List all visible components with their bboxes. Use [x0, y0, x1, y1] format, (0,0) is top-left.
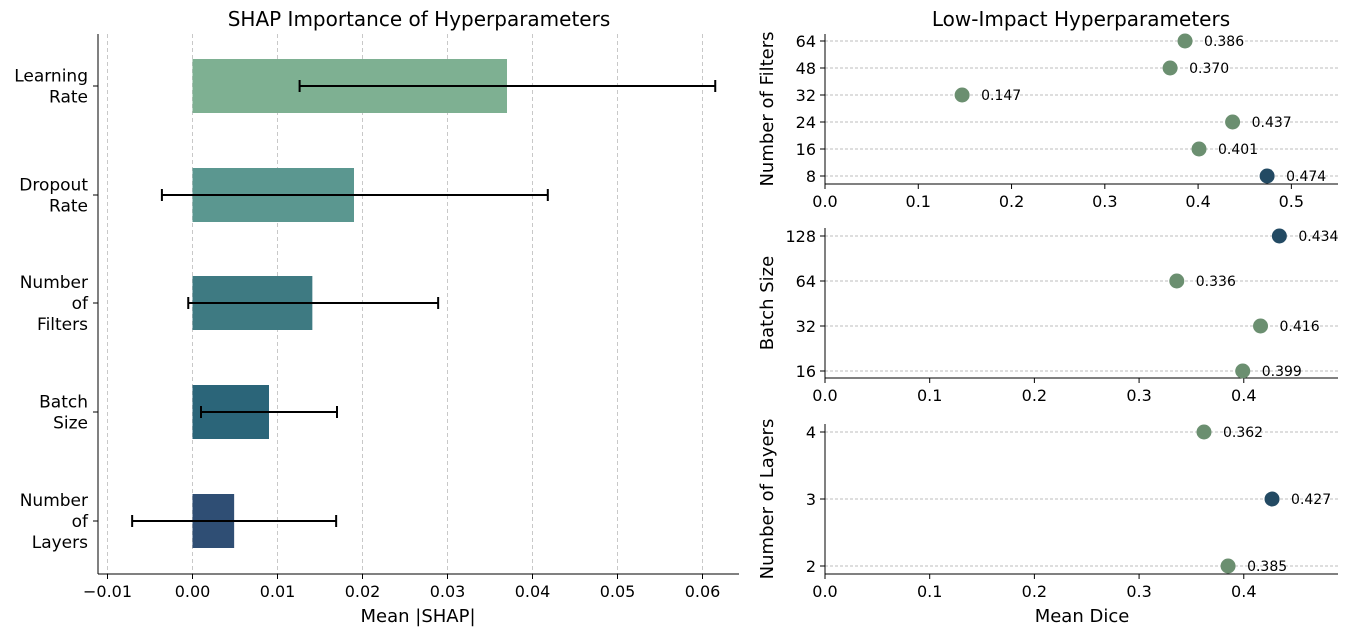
dice-y-tick-label: 4 — [806, 423, 816, 442]
dice-point — [1235, 363, 1251, 379]
dice-x-tick-label: 0.2 — [1022, 582, 1047, 601]
dice-x-tick-label: 0.3 — [1126, 386, 1151, 405]
dice-point — [954, 87, 970, 103]
dice-y-tick-label: 24 — [796, 113, 816, 132]
low-impact-charts: Low-Impact Hyperparameters 816243248640.… — [757, 7, 1339, 627]
dice-value-label: 0.416 — [1280, 319, 1320, 335]
dice-y-tick-label: 32 — [796, 317, 816, 336]
dice-value-label: 0.401 — [1218, 142, 1258, 158]
shap-category-label: Batch Size — [39, 393, 88, 434]
dice-point — [1177, 33, 1193, 49]
dice-y-tick-label: 32 — [796, 86, 816, 105]
dice-value-label: 0.362 — [1223, 425, 1263, 441]
dice-value-label: 0.336 — [1196, 274, 1236, 290]
dice-value-label: 0.386 — [1204, 34, 1244, 50]
shap-x-tick-label: 0.01 — [260, 582, 296, 601]
shap-chart-title: SHAP Importance of Hyperparameters — [228, 7, 611, 31]
shap-x-tick-label: −0.01 — [83, 582, 132, 601]
low-impact-title: Low-Impact Hyperparameters — [932, 7, 1230, 31]
dice-x-tick-label: 0.4 — [1231, 582, 1256, 601]
dice-point — [1253, 318, 1269, 334]
dice-y-tick-label: 2 — [806, 557, 816, 576]
dice-point — [1264, 491, 1280, 507]
dice-point — [1271, 228, 1287, 244]
shap-x-tick-label: 0.05 — [600, 582, 636, 601]
shap-x-tick-label: 0.00 — [175, 582, 211, 601]
dice-value-label: 0.147 — [981, 88, 1021, 104]
dice-y-tick-label: 16 — [796, 362, 816, 381]
dice-y-tick-label: 16 — [796, 140, 816, 159]
dice-x-tick-label: 0.4 — [1185, 192, 1210, 211]
filters-panel: 8 16 24 32 48 64 0.0 0.1 0.2 0.3 0.4 0.5 0.474 0.401 0… — [757, 31, 1338, 211]
dice-y-tick-label: 128 — [785, 227, 816, 246]
dice-x-tick-label: 0.0 — [812, 386, 837, 405]
dice-point — [1169, 273, 1185, 289]
dice-x-tick-label: 0.1 — [906, 192, 931, 211]
dice-y-tick-label: 64 — [796, 272, 816, 291]
dice-x-tick-label: 0.4 — [1231, 386, 1256, 405]
dice-point — [1196, 424, 1212, 440]
dice-y-tick-label: 3 — [806, 490, 816, 509]
shap-category-label: Learning Rate — [14, 67, 88, 108]
dice-value-label: 0.437 — [1252, 115, 1292, 131]
shap-x-tick-label: 0.06 — [685, 582, 721, 601]
dice-y-tick-label: 64 — [796, 32, 816, 51]
dice-value-label: 0.399 — [1262, 364, 1302, 380]
dice-y-axis-label: Number of Layers — [757, 419, 778, 580]
shap-category-label: Number of Layers — [20, 491, 89, 553]
batch-size-panel: 16 32 64 128 0.0 0.1 0.2 0.3 0.4 0.399 0.416 0.336 0… — [757, 227, 1339, 405]
shap-x-axis-label: Mean |SHAP| — [360, 606, 475, 627]
dice-x-tick-label: 0.0 — [812, 582, 837, 601]
dice-value-label: 0.474 — [1286, 169, 1326, 185]
dice-x-tick-label: 0.2 — [1022, 386, 1047, 405]
dice-point — [1162, 60, 1178, 76]
dice-y-axis-label: Number of Filters — [757, 31, 778, 186]
dice-x-tick-label: 0.5 — [1279, 192, 1304, 211]
dice-x-axis-label: Mean Dice — [1035, 606, 1130, 627]
dice-y-axis-label: Batch Size — [757, 256, 778, 350]
shap-importance-chart: SHAP Importance of Hyperparameters −0.01… — [14, 7, 739, 627]
dice-value-label: 0.427 — [1291, 492, 1331, 508]
dice-x-tick-label: 0.2 — [999, 192, 1024, 211]
dice-point — [1220, 558, 1236, 574]
shap-category-label: Dropout Rate — [19, 176, 88, 217]
shap-x-tick-label: 0.04 — [515, 582, 551, 601]
dice-x-tick-label: 0.0 — [812, 192, 837, 211]
layers-panel: 2 3 4 0.0 0.1 0.2 0.3 0.4 0.385 0.427 0.362 Number … — [757, 419, 1338, 601]
dice-x-tick-label: 0.1 — [917, 582, 942, 601]
dice-x-tick-label: 0.3 — [1092, 192, 1117, 211]
dice-point — [1259, 168, 1275, 184]
dice-value-label: 0.385 — [1247, 559, 1287, 575]
dice-point — [1225, 114, 1241, 130]
shap-category-label: Number of Filters — [20, 273, 89, 335]
dice-y-tick-label: 8 — [806, 167, 816, 186]
dice-x-tick-label: 0.1 — [917, 386, 942, 405]
shap-x-tick-label: 0.02 — [345, 582, 381, 601]
dice-y-tick-label: 48 — [796, 59, 816, 78]
shap-x-tick-label: 0.03 — [430, 582, 466, 601]
dice-x-tick-label: 0.3 — [1126, 582, 1151, 601]
dice-value-label: 0.434 — [1298, 229, 1338, 245]
dice-point — [1191, 141, 1207, 157]
dice-value-label: 0.370 — [1189, 61, 1229, 77]
